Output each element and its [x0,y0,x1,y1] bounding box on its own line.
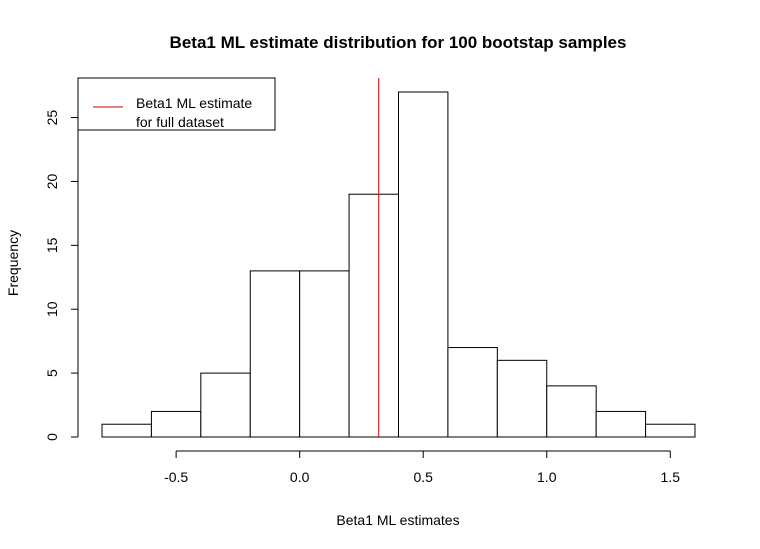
x-tick-label: 0.0 [290,469,310,485]
chart-title: Beta1 ML estimate distribution for 100 b… [170,33,627,52]
y-tick-label: 5 [44,369,60,377]
histogram-bar [398,91,449,438]
histogram-bar [200,372,251,438]
histogram-bar [546,385,597,438]
y-tick-label: 25 [44,110,60,126]
x-tick-label: 1.5 [661,469,681,485]
histogram-bar [101,423,152,438]
histogram-bar [299,270,350,438]
y-tick-label: 10 [44,301,60,317]
x-tick-label: 1.0 [537,469,557,485]
x-tick-label: 0.5 [413,469,433,485]
y-axis-label: Frequency [5,230,21,296]
histogram-bar [595,410,647,438]
y-tick-label: 15 [44,237,60,253]
y-tick-label: 0 [44,433,60,441]
legend-label-line-1: Beta1 ML estimate [136,95,252,111]
x-tick-label: -0.5 [164,469,188,485]
histogram-bar [150,410,202,438]
legend-label-line-2: for full dataset [136,114,224,130]
histogram-bar [496,359,548,438]
bars-group [101,91,696,438]
legend-box [77,77,276,131]
histogram-bar [348,193,400,438]
histogram-bar [249,270,301,438]
histogram-bar [447,347,498,438]
legend: Beta1 ML estimate for full dataset [77,77,276,131]
y-tick-label: 20 [44,173,60,189]
y-axis: 0 5 10 15 20 25 [44,110,79,441]
x-axis: -0.5 0.0 0.5 1.0 1.5 [164,450,681,485]
histogram-bar [645,423,696,438]
x-axis-label: Beta1 ML estimates [336,512,459,528]
